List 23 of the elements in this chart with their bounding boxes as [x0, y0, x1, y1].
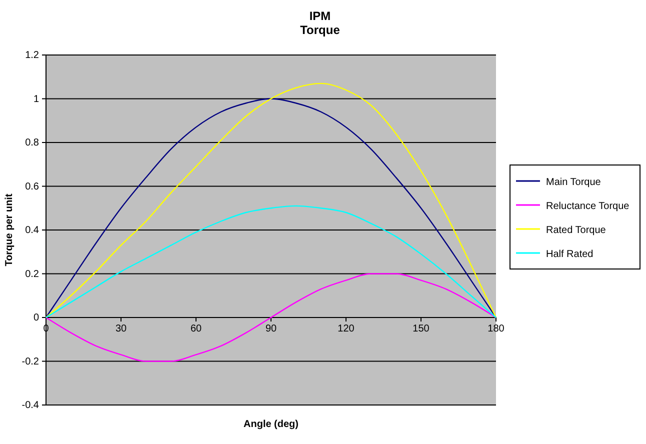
x-tick-label: 150: [412, 324, 430, 335]
x-tick-label: 60: [190, 324, 202, 335]
y-tick-label: 0.2: [25, 268, 40, 280]
legend-label: Main Torque: [546, 177, 602, 188]
legend-label: Reluctance Torque: [546, 201, 630, 212]
x-tick-label: 180: [488, 324, 505, 335]
y-axis-title: Torque per unit: [4, 193, 15, 266]
x-axis-title: Angle (deg): [244, 419, 298, 430]
legend-label: Rated Torque: [546, 225, 606, 236]
y-tick-label: 0: [33, 312, 40, 324]
chart-title: IPM Torque: [300, 9, 340, 37]
y-tick-label: 1: [33, 94, 40, 105]
legend-label: Half Rated: [546, 249, 594, 260]
y-tick-label: 0.6: [25, 181, 40, 192]
line-series: [45, 205, 497, 318]
y-tick-label: 0.4: [25, 225, 40, 236]
x-tick-label: 30: [115, 324, 127, 335]
x-tick-label: 120: [338, 324, 355, 335]
y-tick-label: 0.8: [25, 138, 40, 149]
x-tick-label: 90: [265, 324, 277, 335]
y-tick-label: 1.2: [25, 50, 40, 62]
y-tick-label: -0.2: [22, 356, 40, 368]
y-tick-label: -0.4: [22, 400, 40, 412]
